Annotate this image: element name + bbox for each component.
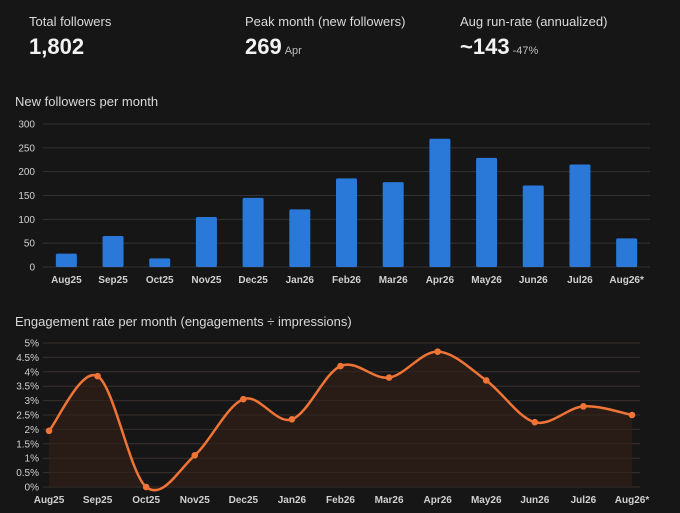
x-tick-label: Jun26 [520,495,549,506]
y-tick-label: 100 [18,215,35,226]
data-point [531,418,539,426]
kpi-sub: -47% [512,45,539,57]
y-tick-label: 1.5% [16,439,39,450]
data-point [385,374,393,381]
kpi-aug-run-rate: Aug run-rate (annualized) ~143 -47% [460,14,607,60]
y-tick-label: 300 [18,120,35,131]
y-tick-label: 4% [25,367,40,378]
kpi-sub: Apr [284,45,302,57]
bar [382,182,404,267]
x-tick-label: Dec25 [238,275,268,286]
x-tick-label: Apr26 [423,495,452,506]
x-tick-label: Mar26 [375,495,404,506]
bar [102,236,124,267]
y-tick-label: 4.5% [16,353,39,364]
y-tick-label: 250 [18,143,35,154]
y-tick-label: 0 [29,263,35,274]
x-tick-label: Jan26 [278,495,307,506]
data-point [434,348,441,355]
bar [289,209,311,267]
data-point [580,403,587,410]
y-tick-label: 150 [18,191,35,202]
bar [476,157,498,267]
y-tick-label: 0% [25,483,40,494]
bar [55,253,77,267]
bar [569,164,591,267]
kpi-label: Aug run-rate (annualized) [460,14,608,29]
bar [242,197,264,267]
data-point [142,483,150,491]
y-tick-label: 2% [25,425,40,436]
x-tick-label: Nov25 [191,275,221,286]
bar [336,178,357,267]
x-tick-label: Oct25 [146,275,174,286]
kpi-peak-month: Peak month (new followers) 269 Apr [245,14,405,60]
y-tick-label: 2.5% [16,411,39,422]
x-tick-label: Mar26 [379,275,408,286]
x-tick-label: Apr26 [426,275,455,286]
bar [149,258,171,267]
data-point [628,411,636,419]
bar-chart: 0 50 100 150 200 250 300 Aug25 Sep25 Oct25 Nov25 De… [18,120,650,286]
x-tick-label: Jul26 [571,495,597,506]
x-tick-label: Feb26 [332,275,361,286]
data-point [288,416,296,423]
y-tick-label: 3.5% [16,382,39,393]
x-tick-label: Sep25 [83,495,113,506]
bar [616,238,638,267]
kpi-value: ~143 [460,34,510,59]
y-tick-label: 0.5% [16,468,39,479]
bar-chart-title: New followers per month [15,94,159,109]
line-chart: 0% 0.5% 1% 1.5% 2% 2.5% 3% 3.5% 4% 4.5% 5% Aug25 Sep… [16,339,650,507]
data-point [240,395,247,403]
data-point [482,377,490,384]
y-tick-label: 200 [18,167,35,178]
y-tick-label: 50 [24,239,36,250]
x-tick-label: Aug26* [615,495,650,506]
data-point [337,362,344,370]
kpi-label: Peak month (new followers) [245,14,406,29]
x-tick-label: Nov25 [180,495,210,506]
y-tick-label: 1% [25,454,40,465]
x-tick-label: Aug26* [609,275,644,286]
x-tick-label: Sep25 [98,275,128,286]
bar [195,216,217,267]
x-tick-label: Jan26 [286,275,315,286]
y-tick-label: 5% [25,339,40,350]
kpi-label: Total followers [29,14,112,29]
y-tick-label: 3% [25,396,40,407]
data-point [191,452,199,459]
bar [429,138,451,267]
kpi-value: 1,802 [29,34,85,59]
x-tick-label: Oct25 [132,495,160,506]
x-tick-label: Jun26 [519,275,548,286]
kpi-value: 269 [245,34,282,59]
x-tick-label: Dec25 [229,495,259,506]
bar [522,185,544,267]
x-tick-label: Aug25 [51,275,82,286]
x-tick-label: Jul26 [567,275,593,286]
line-chart-title: Engagement rate per month (engagements ÷… [15,314,352,329]
x-tick-label: May26 [471,275,502,286]
kpi-total-followers: Total followers 1,802 [29,14,111,60]
x-tick-label: Aug25 [34,495,65,506]
x-tick-label: May26 [471,495,502,506]
data-point [45,427,53,435]
data-point [94,372,101,380]
x-tick-label: Feb26 [326,495,355,506]
series-line [48,350,633,492]
